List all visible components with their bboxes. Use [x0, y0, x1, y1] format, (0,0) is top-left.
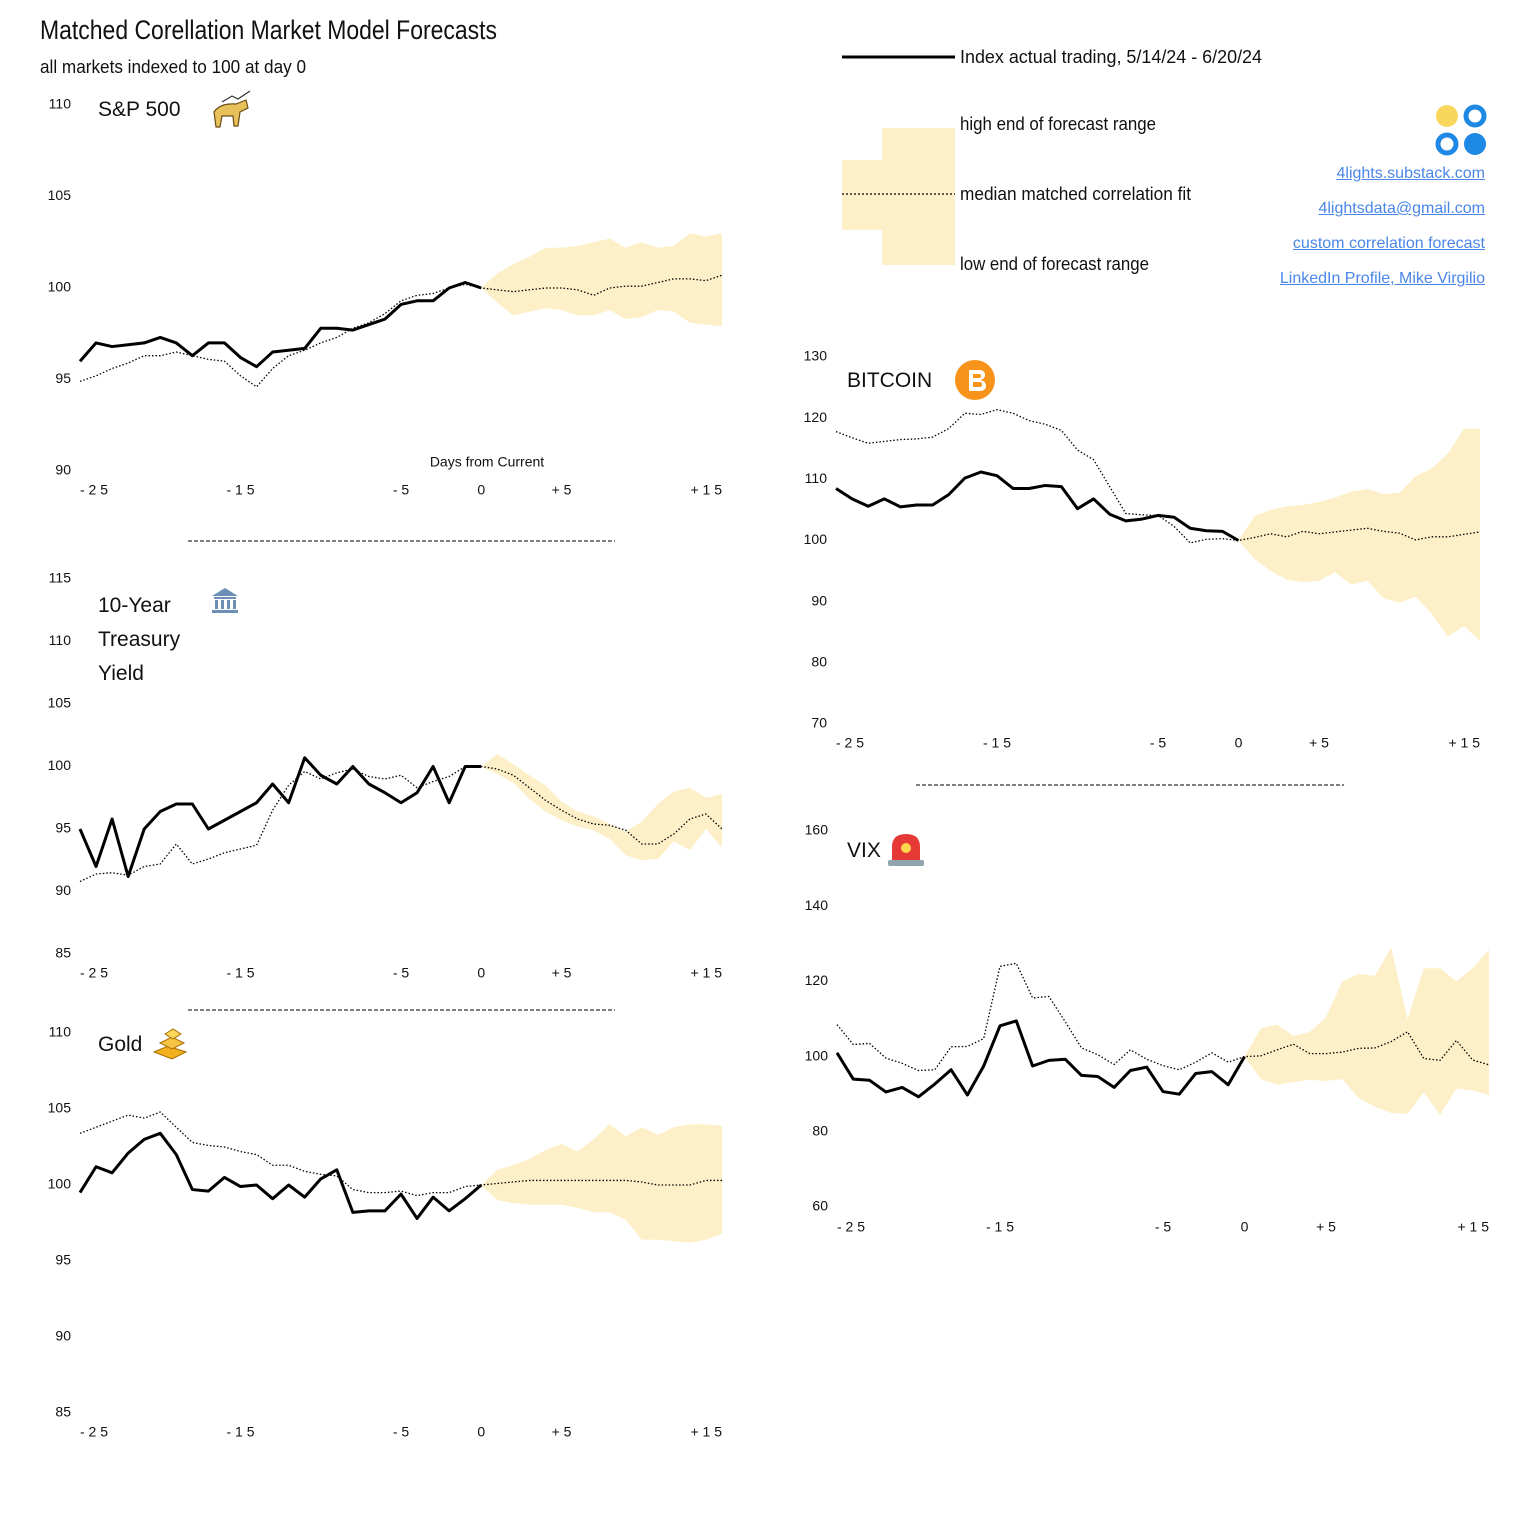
median-line: [79, 274, 723, 388]
x-tick-label: + 5: [552, 1424, 572, 1440]
y-tick-label: 160: [805, 822, 829, 838]
forecast-band: [481, 233, 722, 327]
y-tick-label: 85: [55, 945, 71, 961]
y-tick-label: 95: [55, 1252, 71, 1268]
y-tick-label: 105: [48, 695, 72, 711]
x-tick-label: + 1 5: [690, 1424, 722, 1440]
y-tick-label: 140: [805, 897, 829, 913]
x-tick-label: + 5: [1309, 735, 1329, 751]
y-tick-label: 100: [48, 279, 72, 295]
y-tick-label: 105: [48, 1100, 72, 1116]
x-tick-label: - 5: [393, 1424, 410, 1440]
x-tick-label: - 5: [1150, 735, 1167, 751]
legend-entry: Index actual trading, 5/14/24 - 6/20/24: [960, 47, 1262, 67]
legend-entry: high end of forecast range: [960, 114, 1156, 134]
x-tick-label: - 1 5: [986, 1219, 1014, 1235]
x-tick-label: - 2 5: [80, 1424, 108, 1440]
legend-entry: low end of forecast range: [960, 254, 1149, 274]
y-tick-label: 90: [55, 1328, 71, 1344]
y-tick-label: 110: [49, 1024, 72, 1040]
x-tick-label: - 5: [393, 965, 410, 981]
x-tick-label: - 2 5: [836, 735, 864, 751]
x-tick-label: - 2 5: [837, 1219, 865, 1235]
link[interactable]: 4lightsdata@gmail.com: [1318, 200, 1485, 217]
x-tick-label: + 1 5: [1457, 1219, 1489, 1235]
y-tick-label: 110: [805, 470, 828, 486]
y-tick-label: 100: [805, 1047, 829, 1063]
chart-title: S&P 500: [98, 98, 181, 121]
median-line: [836, 962, 1490, 1072]
y-tick-label: 95: [55, 370, 71, 386]
y-tick-label: 100: [804, 531, 828, 547]
gold-icon: [152, 1028, 188, 1060]
link[interactable]: custom correlation forecast: [1292, 235, 1485, 252]
y-tick-label: 85: [55, 1404, 71, 1420]
page-title: Matched Corellation Market Model Forecas…: [40, 15, 497, 45]
y-tick-label: 90: [55, 882, 71, 898]
y-tick-label: 115: [49, 570, 72, 586]
x-tick-label: - 1 5: [226, 482, 254, 498]
y-tick-label: 90: [811, 592, 827, 608]
y-tick-label: 110: [49, 96, 72, 112]
forecast-band: [481, 1124, 722, 1243]
y-tick-label: 80: [812, 1123, 828, 1139]
chart-title: VIX: [847, 839, 881, 862]
y-tick-label: 130: [804, 348, 828, 364]
bitcoin-icon: [955, 360, 995, 400]
y-tick-label: 70: [811, 715, 827, 731]
x-tick-label: + 5: [1316, 1219, 1336, 1235]
forecast-band: [1244, 947, 1489, 1115]
actual-line: [78, 756, 482, 878]
x-tick-label: + 5: [552, 965, 572, 981]
siren-icon: [888, 834, 924, 866]
x-tick-label: + 1 5: [690, 482, 722, 498]
legend-band-swatch: [842, 128, 955, 265]
x-tick-label: - 1 5: [226, 965, 254, 981]
y-tick-label: 90: [55, 462, 71, 478]
chart-title: Gold: [98, 1033, 143, 1056]
chart-title: 10-Year Treasury Yield: [98, 594, 181, 685]
y-tick-label: 120: [804, 409, 828, 425]
x-tick-label: 0: [1241, 1219, 1249, 1235]
x-tick-label: - 1 5: [226, 1424, 254, 1440]
x-tick-label: + 1 5: [1448, 735, 1480, 751]
actual-line: [835, 470, 1240, 542]
x-tick-label: - 5: [393, 482, 410, 498]
y-tick-label: 80: [811, 654, 827, 670]
bank-icon: [212, 588, 238, 613]
x-tick-label: - 2 5: [80, 482, 108, 498]
x-axis-label: Days from Current: [430, 454, 544, 470]
x-tick-label: + 1 5: [690, 965, 722, 981]
bull-icon: [213, 90, 251, 128]
logo: [1435, 104, 1487, 156]
x-tick-label: - 2 5: [80, 965, 108, 981]
x-tick-label: + 5: [552, 482, 572, 498]
link[interactable]: LinkedIn Profile, Mike Virgilio: [1279, 270, 1485, 287]
forecast-band: [1238, 428, 1480, 641]
y-tick-label: 100: [48, 1176, 72, 1192]
x-tick-label: 0: [477, 482, 485, 498]
actual-line: [78, 1131, 483, 1220]
x-tick-label: 0: [1235, 735, 1243, 751]
chart-title: BITCOIN: [847, 369, 933, 392]
actual-line: [78, 281, 482, 369]
x-tick-label: - 5: [1155, 1219, 1172, 1235]
actual-line: [835, 1019, 1246, 1099]
y-tick-label: 95: [55, 820, 71, 836]
y-tick-label: 105: [48, 187, 72, 203]
median-line: [79, 765, 723, 883]
x-tick-label: - 1 5: [983, 735, 1011, 751]
forecast-band: [481, 754, 722, 861]
x-tick-label: 0: [477, 965, 485, 981]
legend-entry: median matched correlation fit: [960, 184, 1191, 204]
link[interactable]: 4lights.substack.com: [1336, 165, 1485, 182]
y-tick-label: 110: [49, 632, 72, 648]
y-tick-label: 60: [812, 1198, 828, 1214]
x-tick-label: 0: [477, 1424, 485, 1440]
y-tick-label: 120: [805, 972, 829, 988]
page-subtitle: all markets indexed to 100 at day 0: [40, 57, 306, 77]
y-tick-label: 100: [48, 757, 72, 773]
